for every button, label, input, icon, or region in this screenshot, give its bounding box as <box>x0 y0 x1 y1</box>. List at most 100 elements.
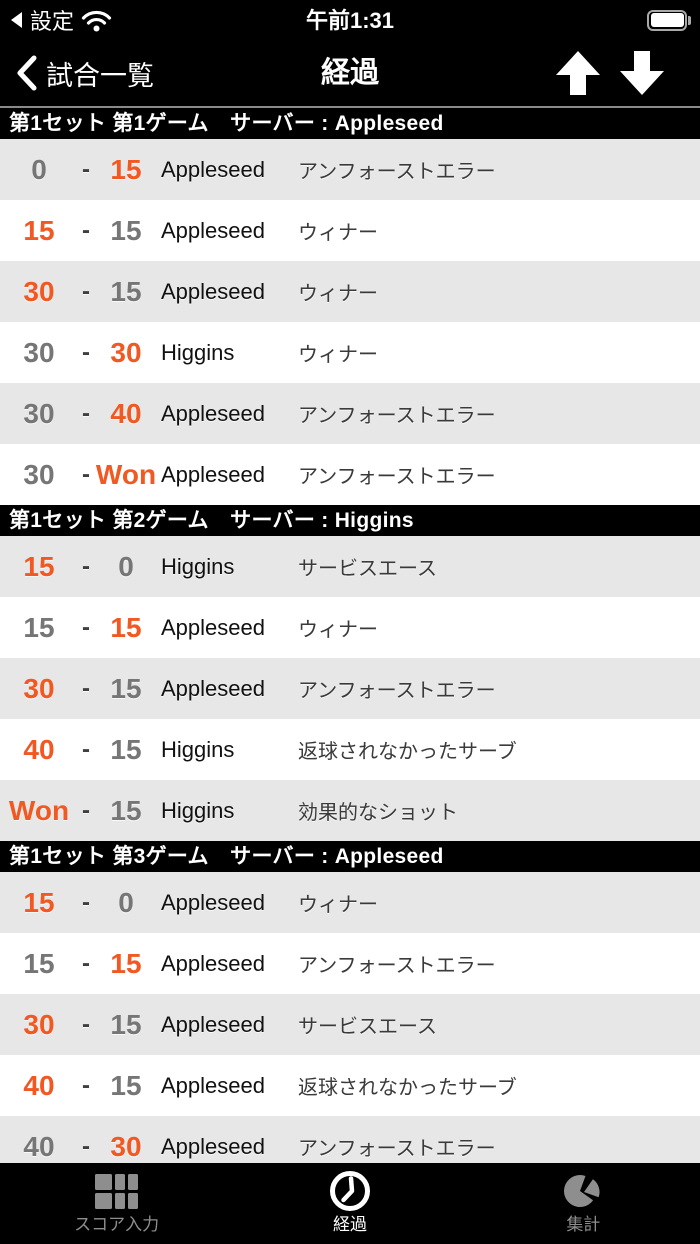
score-left: 40 <box>23 1130 55 1162</box>
point-description: サービスエース <box>298 1016 437 1038</box>
point-row: 15 - 0 Appleseed ウィナー <box>0 872 700 933</box>
arrow-up-icon[interactable] <box>555 50 601 96</box>
point-row: 30 - 15 Appleseed ウィナー <box>0 261 700 322</box>
point-row: 40 - 15 Higgins 返球されなかったサーブ <box>0 719 700 780</box>
point-description: アンフォーストエラー <box>298 405 496 427</box>
score-left: 15 <box>23 947 55 979</box>
game-section-header: 第1セット 第2ゲーム サーバー : Higgins <box>0 505 700 536</box>
nav-actions <box>555 40 665 106</box>
score-right: 15 <box>110 275 142 307</box>
wifi-icon <box>81 10 112 31</box>
point-row: 15 - 15 Appleseed ウィナー <box>0 200 700 261</box>
point-row: 30 - 15 Appleseed サービスエース <box>0 994 700 1055</box>
point-player: Appleseed <box>161 889 265 915</box>
point-row: 15 - 15 Appleseed ウィナー <box>0 597 700 658</box>
point-row: 30 - 30 Higgins ウィナー <box>0 322 700 383</box>
score-separator: - <box>82 674 90 702</box>
clock-icon <box>329 1171 370 1211</box>
point-description: アンフォーストエラー <box>298 466 496 488</box>
score-separator: - <box>82 460 90 488</box>
point-player: Appleseed <box>161 461 265 487</box>
point-row: 15 - 15 Appleseed アンフォーストエラー <box>0 933 700 994</box>
nav-bar: 試合一覧 経過 <box>0 40 700 106</box>
status-bar: 設定 午前1:31 <box>0 0 700 40</box>
score-separator: - <box>82 735 90 763</box>
score-right: 15 <box>110 794 142 826</box>
point-description: ウィナー <box>298 283 378 305</box>
score-right: 40 <box>110 397 142 429</box>
tab-label: スコア入力 <box>74 1215 160 1234</box>
score-left: 0 <box>31 153 47 185</box>
score-left: 30 <box>23 397 55 429</box>
score-separator: - <box>82 399 90 427</box>
score-separator: - <box>82 552 90 580</box>
tab-bar: スコア入力 経過 集計 <box>0 1163 700 1244</box>
point-player: Appleseed <box>161 217 265 243</box>
score-right: 30 <box>110 336 142 368</box>
point-player: Appleseed <box>161 675 265 701</box>
point-player: Appleseed <box>161 614 265 640</box>
score-left: Won <box>8 794 70 826</box>
point-row: 30 - Won Appleseed アンフォーストエラー <box>0 444 700 505</box>
point-player: Appleseed <box>161 1072 265 1098</box>
point-description: ウィナー <box>298 619 378 641</box>
score-left: 15 <box>23 611 55 643</box>
point-description: アンフォーストエラー <box>298 1138 496 1160</box>
point-description: ウィナー <box>298 894 378 916</box>
point-row: 30 - 15 Appleseed アンフォーストエラー <box>0 658 700 719</box>
tab-score-input[interactable]: スコア入力 <box>0 1163 233 1244</box>
point-player: Appleseed <box>161 400 265 426</box>
score-left: 30 <box>23 1008 55 1040</box>
point-description: アンフォーストエラー <box>298 680 496 702</box>
point-player: Appleseed <box>161 1133 265 1159</box>
point-player: Higgins <box>161 553 235 579</box>
point-row: 15 - 0 Higgins サービスエース <box>0 536 700 597</box>
score-separator: - <box>82 155 90 183</box>
point-row: 40 - 15 Appleseed 返球されなかったサーブ <box>0 1055 700 1116</box>
status-back-label: 設定 <box>30 9 75 34</box>
point-description: 返球されなかったサーブ <box>298 1077 517 1099</box>
point-player: Higgins <box>161 797 235 823</box>
back-button-label: 試合一覧 <box>46 60 154 91</box>
point-player: Appleseed <box>161 1011 265 1037</box>
score-left: 30 <box>23 336 55 368</box>
status-back-to-settings[interactable]: 設定 <box>10 0 112 40</box>
point-description: 効果的なショット <box>298 802 458 824</box>
arrow-down-icon[interactable] <box>619 50 665 96</box>
game-section-header: 第1セット 第3ゲーム サーバー : Appleseed <box>0 841 700 872</box>
point-description: ウィナー <box>298 222 378 244</box>
score-right: 15 <box>110 672 142 704</box>
score-right: 15 <box>110 947 142 979</box>
score-right: 15 <box>110 1008 142 1040</box>
point-player: Higgins <box>161 736 235 762</box>
point-player: Appleseed <box>161 156 265 182</box>
score-right: 0 <box>118 886 134 918</box>
score-right: 15 <box>110 733 142 765</box>
point-row: 40 - 30 Appleseed アンフォーストエラー <box>0 1116 700 1163</box>
back-triangle-icon <box>11 12 22 28</box>
point-row: Won - 15 Higgins 効果的なショット <box>0 780 700 841</box>
score-right: 15 <box>110 214 142 246</box>
point-description: ウィナー <box>298 344 378 366</box>
point-description: アンフォーストエラー <box>298 955 496 977</box>
score-left: 15 <box>23 886 55 918</box>
point-player: Higgins <box>161 339 235 365</box>
point-player: Appleseed <box>161 950 265 976</box>
score-left: 30 <box>23 458 55 490</box>
point-row: 30 - 40 Appleseed アンフォーストエラー <box>0 383 700 444</box>
point-description: サービスエース <box>298 558 437 580</box>
tab-label: 経過 <box>332 1215 367 1234</box>
chevron-left-icon <box>17 55 37 91</box>
score-right: 15 <box>110 1069 142 1101</box>
progress-list[interactable]: 第1セット 第1ゲーム サーバー : Appleseed 0 - 15 Appl… <box>0 106 700 1163</box>
score-left: 15 <box>23 214 55 246</box>
tab-summary[interactable]: 集計 <box>467 1163 700 1244</box>
score-right: 15 <box>110 611 142 643</box>
score-left: 30 <box>23 275 55 307</box>
score-right: Won <box>95 458 157 490</box>
tab-progress[interactable]: 経過 <box>233 1163 466 1244</box>
point-player: Appleseed <box>161 278 265 304</box>
back-button[interactable]: 試合一覧 <box>15 40 154 106</box>
battery-icon <box>647 0 691 40</box>
score-separator: - <box>82 277 90 305</box>
